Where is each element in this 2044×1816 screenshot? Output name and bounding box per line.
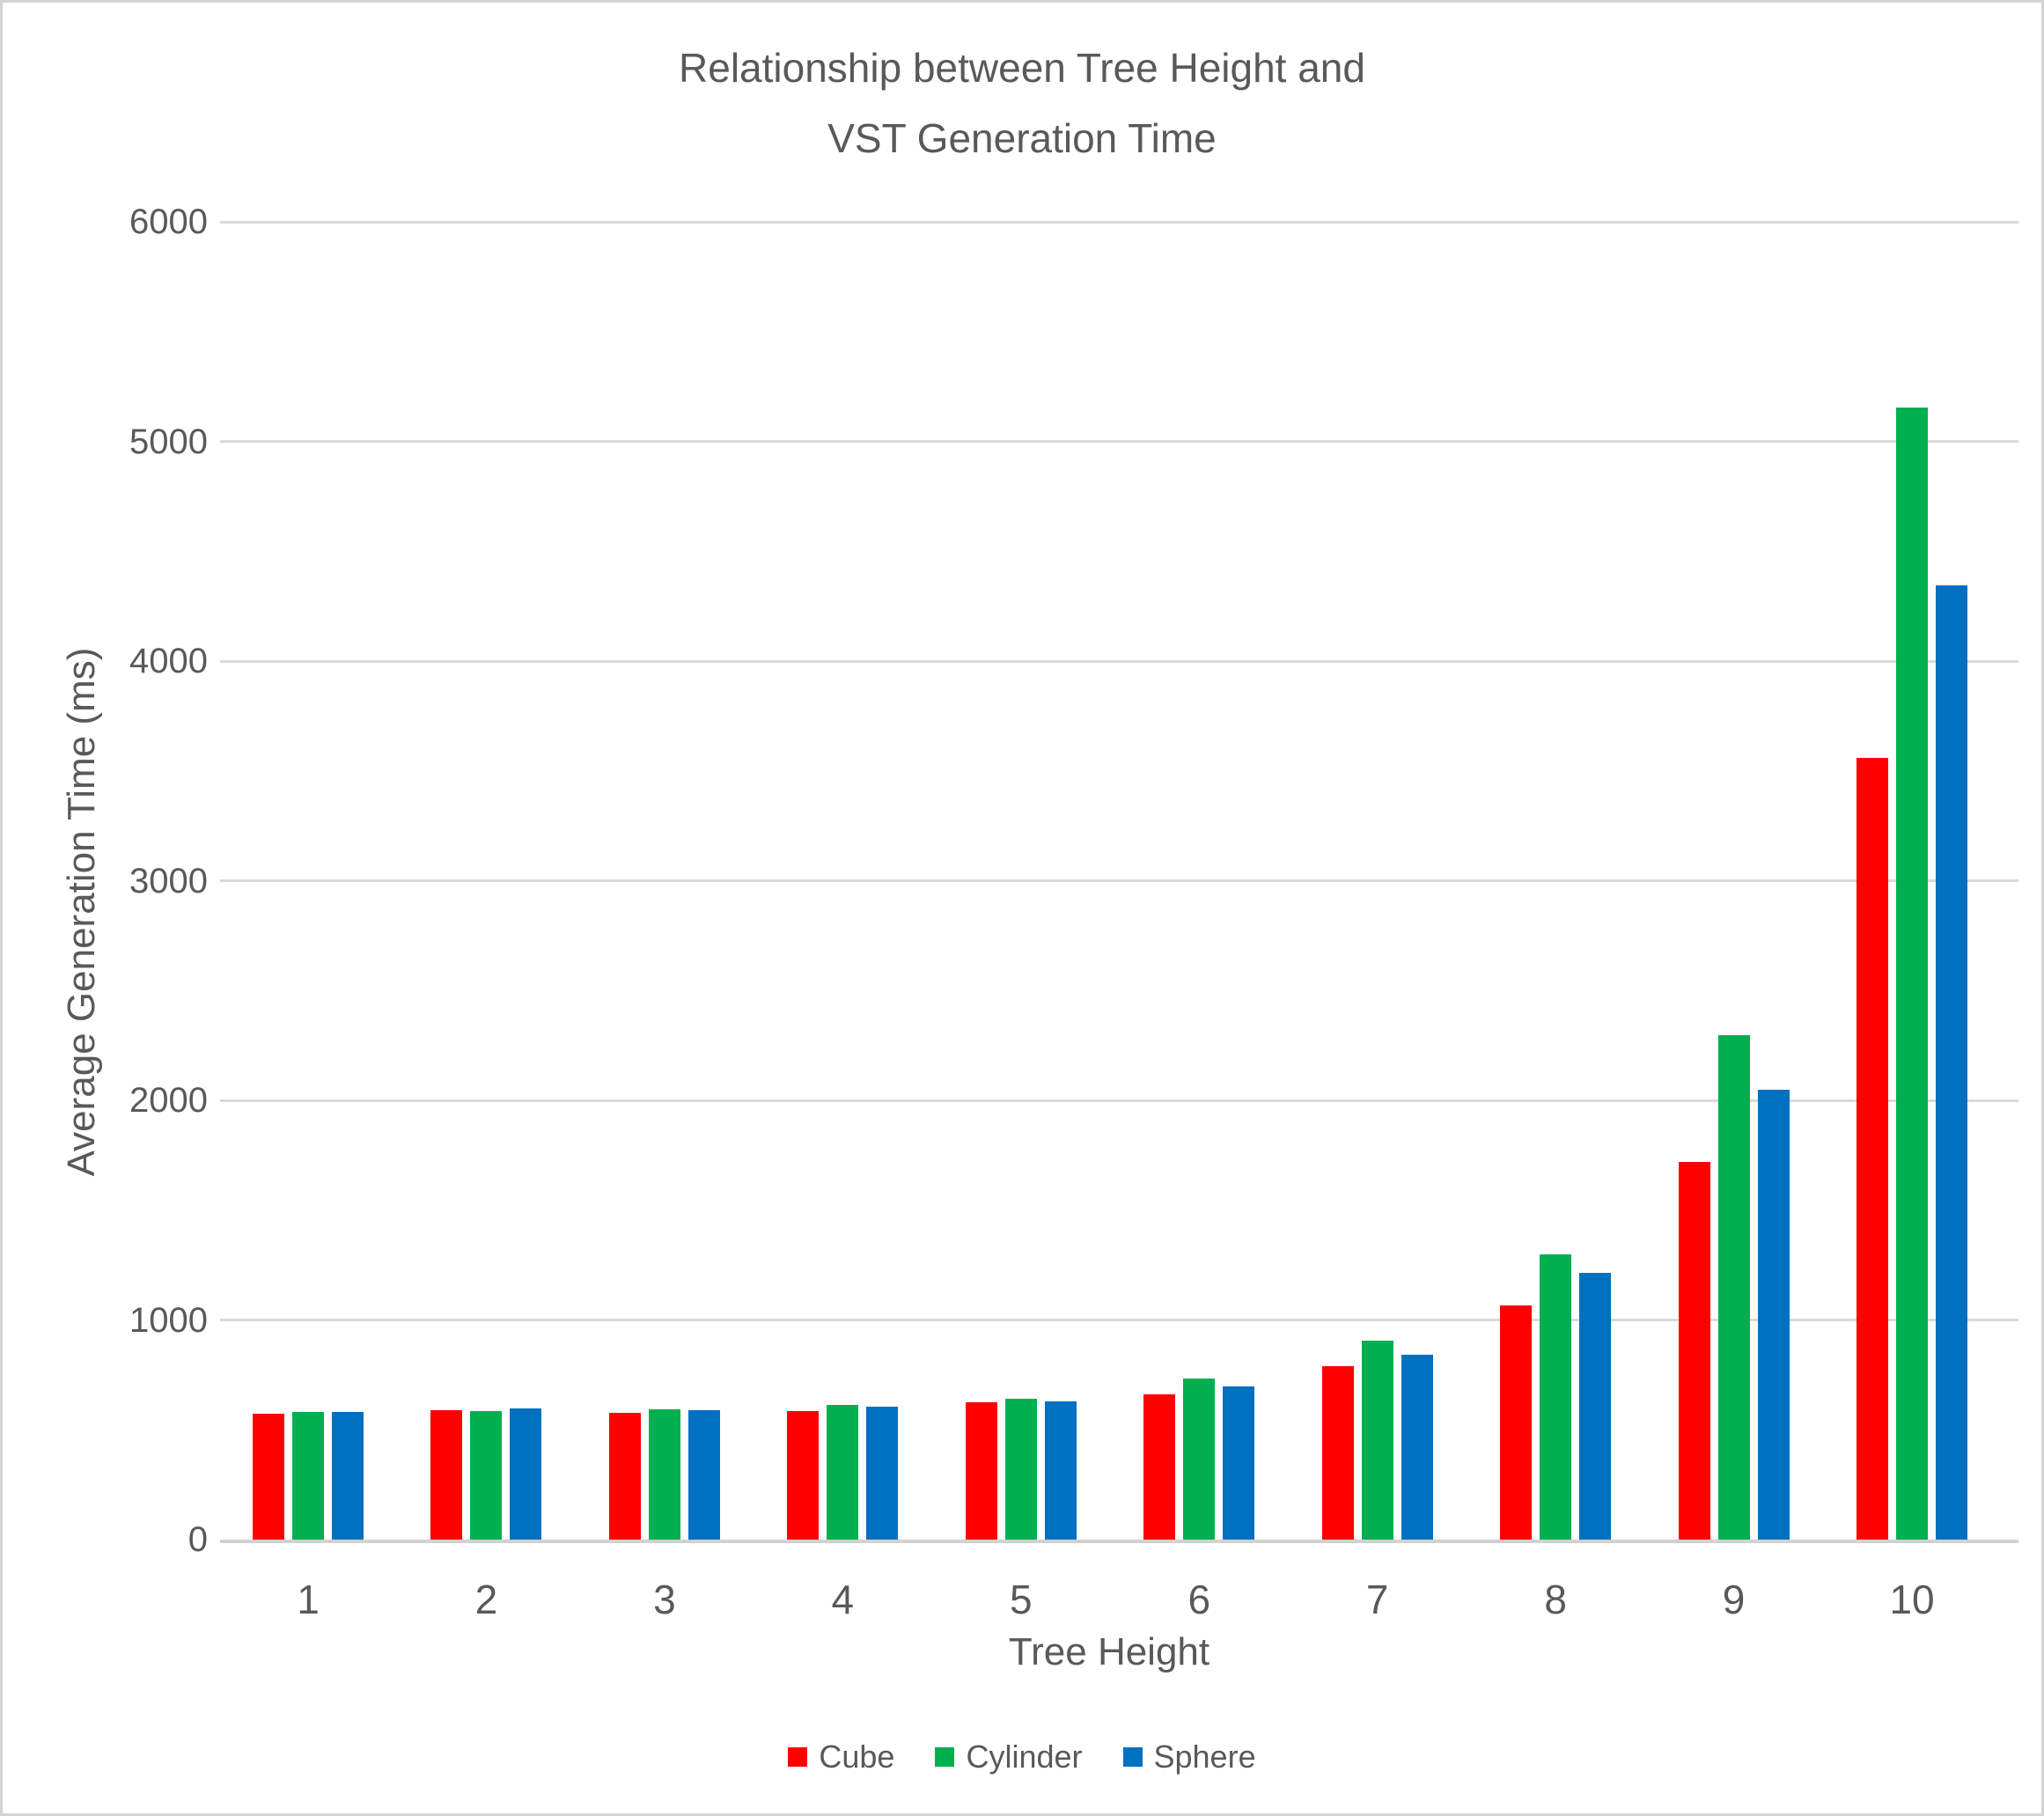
y-tick-label-5000: 5000 [129, 422, 208, 461]
legend-item-cube: Cube [788, 1739, 894, 1776]
bar-sphere-h2 [510, 1408, 542, 1540]
x-tick-label-3: 3 [653, 1577, 676, 1622]
bar-cube-h8 [1500, 1305, 1533, 1540]
bar-cube-h5 [965, 1402, 997, 1540]
bar-cube-h4 [787, 1411, 820, 1540]
y-tick-label-1000: 1000 [129, 1300, 208, 1340]
y-axis-title: Average Generation Time (ms) [60, 647, 103, 1177]
bar-sphere-h3 [687, 1410, 720, 1540]
bar-sphere-h9 [1757, 1090, 1790, 1540]
bar-cylinder-h1 [292, 1412, 324, 1540]
gridline-6000 [220, 220, 2018, 224]
x-tick-label-9: 9 [1722, 1577, 1746, 1622]
x-tick-label-8: 8 [1544, 1577, 1567, 1622]
x-tick-label-7: 7 [1365, 1577, 1389, 1622]
gridline-3000 [220, 879, 2018, 882]
x-axis-title: Tree Height [1008, 1630, 1210, 1673]
x-tick-label-2: 2 [474, 1577, 498, 1622]
bar-sphere-h4 [866, 1407, 899, 1540]
bar-cylinder-h10 [1896, 407, 1929, 1540]
legend-label-cylinder: Cylinder [966, 1739, 1083, 1775]
y-tick-label-0: 0 [187, 1520, 208, 1559]
y-tick-label-4000: 4000 [129, 642, 208, 680]
x-tick-label-4: 4 [831, 1577, 855, 1622]
x-tick-label-5: 5 [1010, 1577, 1033, 1622]
legend-swatch-cube [788, 1747, 808, 1767]
y-tick-label-3000: 3000 [129, 861, 208, 901]
chart-title-line-2: VST Generation Time [827, 115, 1217, 161]
bar-cylinder-h8 [1540, 1254, 1572, 1540]
y-tick-label-6000: 6000 [129, 202, 208, 241]
gridline-2000 [220, 1099, 2018, 1102]
gridline-1000 [220, 1319, 2018, 1321]
chart-title-line-1: Relationship between Tree Height and [679, 45, 1365, 91]
bar-cylinder-h3 [648, 1409, 680, 1540]
x-axis-line [220, 1540, 2018, 1543]
legend-label-sphere: Sphere [1153, 1739, 1256, 1775]
x-tick-label-10: 10 [1889, 1577, 1935, 1622]
bar-cylinder-h6 [1183, 1378, 1216, 1540]
bar-cube-h6 [1143, 1393, 1176, 1540]
bar-cube-h3 [608, 1412, 641, 1540]
legend-label-cube: Cube [819, 1739, 895, 1775]
x-tick-label-6: 6 [1187, 1577, 1211, 1622]
chart-title: Relationship between Tree Height and VST… [3, 33, 2041, 173]
bar-cylinder-h5 [1004, 1399, 1037, 1540]
bar-cube-h10 [1857, 757, 1889, 1540]
bar-sphere-h6 [1223, 1386, 1255, 1540]
bar-sphere-h1 [332, 1412, 364, 1540]
bar-cube-h2 [430, 1409, 463, 1540]
legend-swatch-sphere [1122, 1747, 1143, 1767]
legend-item-sphere: Sphere [1122, 1739, 1256, 1776]
bar-sphere-h8 [1579, 1272, 1612, 1540]
x-tick-label-1: 1 [297, 1577, 320, 1622]
legend: Cube Cylinder Sphere [3, 1739, 2041, 1776]
bar-cube-h7 [1321, 1366, 1354, 1540]
bar-cylinder-h9 [1717, 1034, 1750, 1540]
bar-cylinder-h4 [827, 1405, 859, 1540]
bar-cylinder-h2 [470, 1411, 503, 1540]
bar-sphere-h7 [1401, 1354, 1433, 1540]
legend-item-cylinder: Cylinder [935, 1739, 1083, 1776]
gridline-4000 [220, 659, 2018, 663]
y-tick-label-2000: 2000 [129, 1081, 208, 1120]
bar-cylinder-h7 [1361, 1341, 1393, 1540]
legend-swatch-cylinder [935, 1747, 955, 1767]
bar-cube-h9 [1678, 1161, 1710, 1540]
gridline-5000 [220, 440, 2018, 443]
bar-sphere-h10 [1936, 585, 1968, 1540]
bar-cube-h1 [253, 1413, 284, 1540]
bar-sphere-h5 [1044, 1401, 1077, 1540]
